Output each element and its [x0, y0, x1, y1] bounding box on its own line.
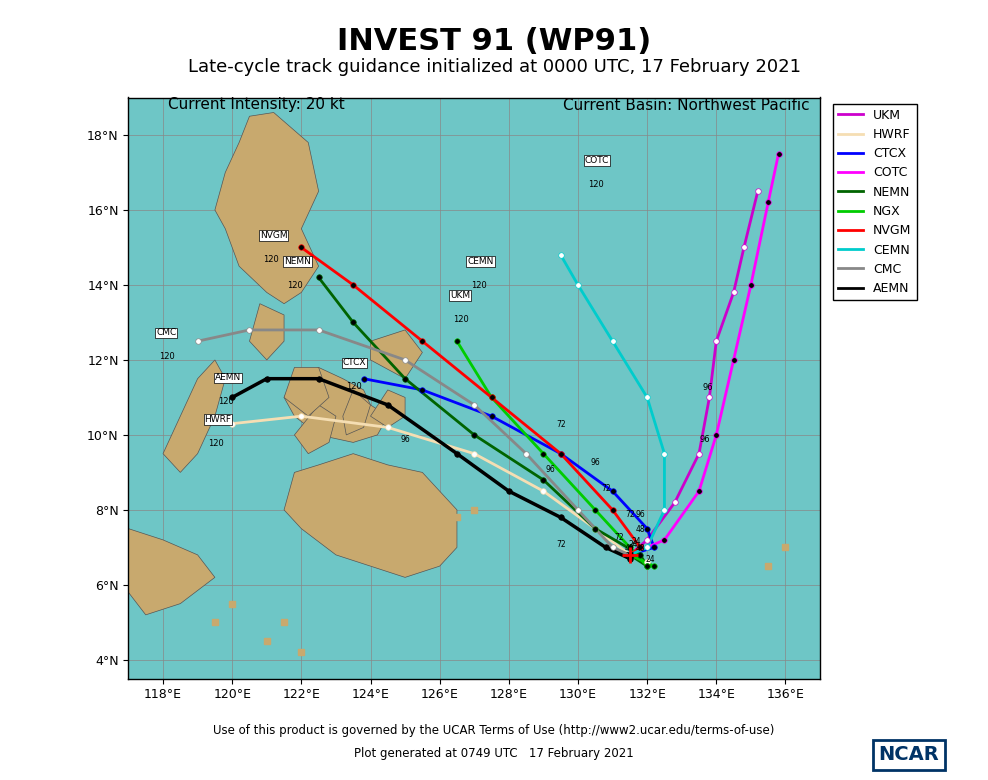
Text: Current Intensity: 20 kt: Current Intensity: 20 kt	[168, 98, 345, 112]
Text: CEMN: CEMN	[467, 257, 494, 266]
Polygon shape	[370, 390, 405, 427]
Text: Use of this product is governed by the UCAR Terms of Use (http://www2.ucar.edu/t: Use of this product is governed by the U…	[213, 724, 775, 737]
Text: AEMN: AEMN	[214, 374, 241, 382]
Text: 96: 96	[699, 435, 709, 445]
Text: 120: 120	[207, 438, 223, 448]
Polygon shape	[284, 367, 329, 417]
Text: NVGM: NVGM	[260, 231, 288, 240]
Text: 120: 120	[159, 353, 175, 361]
Text: Plot generated at 0749 UTC   17 February 2021: Plot generated at 0749 UTC 17 February 2…	[354, 747, 634, 760]
Text: 48: 48	[635, 544, 645, 553]
Text: 96: 96	[400, 435, 410, 445]
Text: 24: 24	[646, 555, 655, 565]
Polygon shape	[343, 390, 370, 435]
Polygon shape	[370, 330, 423, 378]
Polygon shape	[294, 405, 336, 454]
Polygon shape	[163, 360, 225, 473]
Text: HWRF: HWRF	[205, 415, 231, 424]
Text: 120: 120	[288, 282, 303, 290]
Legend: UKM, HWRF, CTCX, COTC, NEMN, NGX, NVGM, CEMN, CMC, AEMN: UKM, HWRF, CTCX, COTC, NEMN, NGX, NVGM, …	[833, 104, 917, 300]
Text: 48: 48	[635, 526, 645, 534]
Text: 72: 72	[615, 533, 624, 542]
Text: NCAR: NCAR	[878, 746, 940, 764]
Text: 72: 72	[556, 420, 565, 430]
Text: 24: 24	[625, 551, 634, 561]
Text: 120: 120	[218, 398, 234, 406]
Text: 120: 120	[588, 180, 604, 189]
Text: Late-cycle track guidance initialized at 0000 UTC, 17 February 2021: Late-cycle track guidance initialized at…	[188, 58, 800, 76]
Text: 120: 120	[453, 315, 469, 324]
Text: UKM: UKM	[451, 291, 470, 300]
Text: COTC: COTC	[585, 156, 610, 165]
Text: INVEST 91 (WP91): INVEST 91 (WP91)	[337, 27, 651, 56]
Text: 72: 72	[601, 484, 611, 493]
Text: 120: 120	[347, 382, 362, 392]
Text: 96: 96	[591, 458, 600, 467]
Text: 96: 96	[635, 510, 645, 519]
Text: Current Basin: Northwest Pacific: Current Basin: Northwest Pacific	[563, 98, 810, 112]
Text: 96: 96	[545, 466, 555, 474]
Polygon shape	[249, 303, 284, 360]
Text: 24: 24	[628, 541, 638, 549]
Text: 24: 24	[632, 537, 641, 546]
Text: 72: 72	[556, 541, 565, 549]
Polygon shape	[284, 454, 457, 577]
Text: CMC: CMC	[156, 328, 176, 338]
Polygon shape	[128, 529, 214, 615]
Text: 48: 48	[625, 544, 634, 553]
Text: 120: 120	[470, 282, 486, 290]
Text: CTCX: CTCX	[343, 359, 367, 367]
Polygon shape	[214, 112, 319, 303]
Text: NEMN: NEMN	[284, 257, 311, 266]
Text: 96: 96	[702, 383, 713, 392]
Text: 120: 120	[264, 255, 279, 264]
Polygon shape	[284, 367, 388, 442]
Text: 72: 72	[625, 510, 634, 519]
